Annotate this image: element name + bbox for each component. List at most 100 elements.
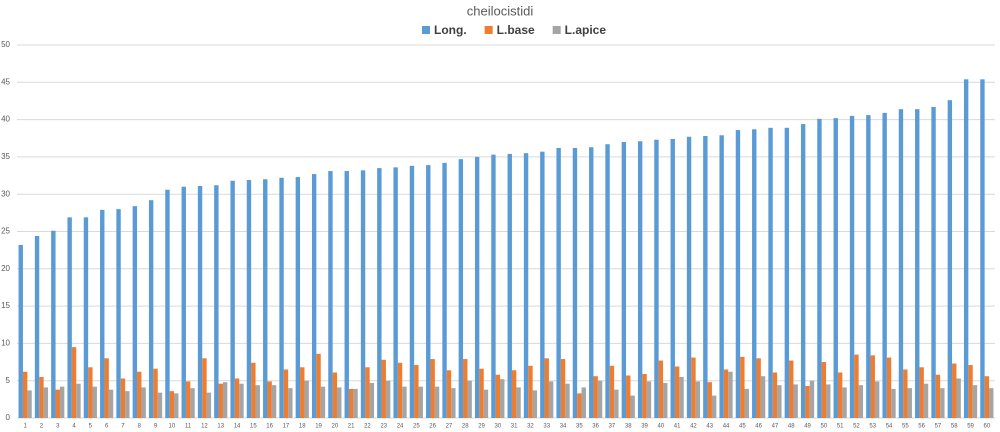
x-tick-label: 40 [658,424,665,430]
bar [805,385,810,418]
bar [931,106,936,418]
bar [495,374,501,418]
x-tick-label: 13 [217,424,224,430]
y-tick-label: 15 [1,301,10,310]
bar [300,367,305,418]
bar [43,387,49,418]
bar [181,186,186,418]
bar [239,383,244,418]
bar [679,376,684,418]
x-tick-label: 38 [625,424,632,430]
x-tick-label: 2 [40,424,44,430]
bar [348,388,354,418]
x-tick-label: 28 [462,424,469,430]
bar [100,209,105,418]
bar [963,79,969,418]
bar [654,139,659,418]
bar [752,129,757,418]
x-tick-label: 53 [869,424,876,430]
bar [426,165,431,418]
bar [397,362,403,418]
bar [344,171,349,418]
bar [27,390,32,418]
x-tick-label: 50 [821,424,828,430]
bar [532,390,538,418]
bar [915,109,920,418]
bar [467,380,472,418]
bar [418,386,423,418]
bar [777,385,782,418]
bar [826,384,831,418]
bar [55,389,60,418]
bar [137,371,142,418]
legend-label: Long. [434,23,467,37]
x-tick-label: 6 [105,424,109,430]
bar [947,100,953,418]
bar [446,370,452,418]
bar [132,206,138,418]
bar [691,357,696,418]
x-tick-label: 59 [967,424,974,430]
bar [295,177,301,418]
bar [67,217,72,418]
bar [500,379,505,418]
bar [434,386,440,418]
bar [108,389,114,418]
bar [728,371,733,418]
x-tick-label: 27 [446,424,453,430]
x-tick-label: 36 [592,424,599,430]
bar [556,147,561,418]
bar [956,378,961,418]
x-tick-label: 30 [495,424,502,430]
x-tick-label: 12 [201,424,208,430]
bar [39,376,44,418]
x-tick-label: 7 [121,424,125,430]
bar [222,382,228,418]
bar [190,388,195,418]
bar [866,115,871,419]
x-tick-label: 19 [315,424,322,430]
bar [940,388,945,418]
bar [328,171,333,418]
bar [511,370,517,418]
x-tick-label: 32 [527,424,534,430]
bar [523,153,529,419]
bar [267,381,272,418]
bar [630,395,635,418]
bar [621,141,627,419]
bar [18,244,23,418]
bar [311,174,317,418]
y-tick-label: 0 [6,413,11,422]
x-tick-label: 29 [478,424,485,430]
bar [703,136,708,418]
bar [670,138,675,418]
bar [104,358,109,418]
bar [548,381,554,418]
bar [686,136,692,418]
bar [332,372,338,418]
bar [544,358,549,418]
bar [414,365,419,418]
bar [952,363,957,418]
x-tick-label: 20 [332,424,339,430]
bar [507,153,512,418]
bar [409,165,415,418]
bar [369,382,375,418]
x-tick-label: 26 [429,424,436,430]
bar [768,127,773,418]
bar [165,189,170,418]
bar [479,368,484,418]
bar [202,358,207,418]
x-tick-label: 23 [380,424,387,430]
y-tick-label: 20 [1,264,10,273]
bar [483,389,489,418]
bar [251,362,256,418]
x-tick-label: 48 [788,424,795,430]
x-tick-label: 5 [89,424,93,430]
x-tick-label: 3 [56,424,60,430]
bar [246,180,252,418]
legend-swatch [484,26,493,34]
bar [784,127,790,418]
y-tick-label: 40 [1,115,10,124]
